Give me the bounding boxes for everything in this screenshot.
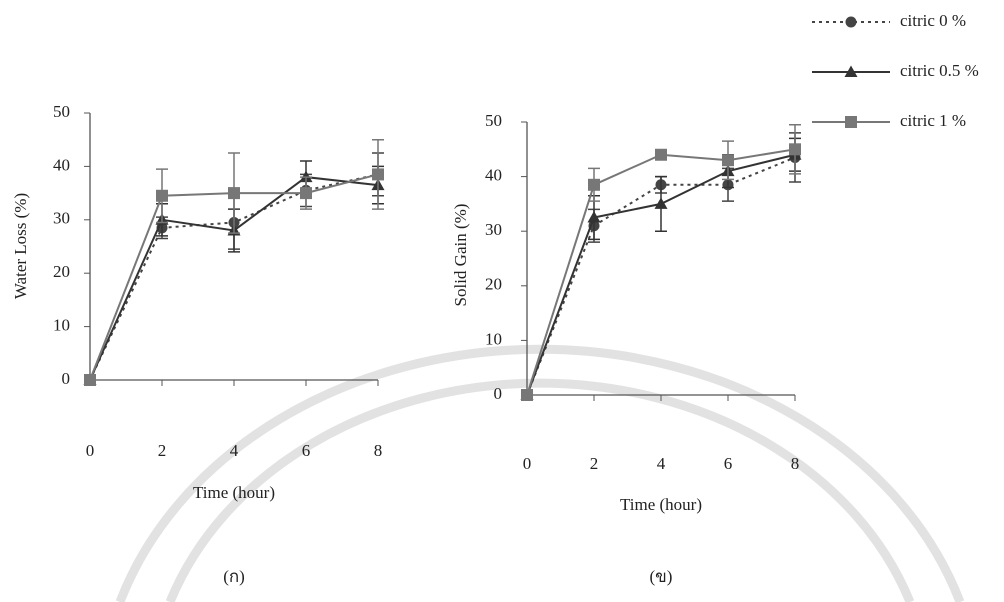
legend-label: citric 1 % [900, 111, 966, 130]
x-axis-label: Time (hour) [193, 483, 275, 502]
x-tick-label: 2 [158, 441, 167, 460]
legend-marker [845, 116, 857, 128]
legend-label: citric 0 % [900, 11, 966, 30]
y-tick-label: 10 [485, 329, 502, 348]
x-tick-label: 6 [302, 441, 311, 460]
y-tick-label: 10 [53, 316, 70, 335]
figure: 0102030405002468Water Loss (%)Time (hour… [0, 0, 1004, 602]
y-tick-label: 20 [53, 262, 70, 281]
legend-marker [846, 17, 857, 28]
y-tick-label: 40 [53, 155, 70, 174]
y-tick-label: 20 [485, 275, 502, 294]
watermark [120, 349, 960, 602]
y-tick-label: 0 [62, 369, 71, 388]
series [84, 140, 384, 386]
y-tick-label: 40 [485, 166, 502, 185]
data-point [722, 154, 734, 166]
y-tick-label: 30 [485, 220, 502, 239]
data-point [372, 168, 384, 180]
x-tick-label: 4 [230, 441, 239, 460]
caption: (ก) [223, 567, 245, 586]
y-axis-label: Water Loss (%) [11, 193, 30, 299]
caption: (ข) [650, 567, 673, 586]
x-tick-label: 2 [590, 454, 599, 473]
data-point [521, 389, 533, 401]
x-tick-label: 0 [86, 441, 95, 460]
x-tick-label: 4 [657, 454, 666, 473]
data-point [789, 143, 801, 155]
y-axis-label: Solid Gain (%) [451, 204, 470, 307]
x-tick-label: 8 [791, 454, 800, 473]
y-tick-label: 30 [53, 209, 70, 228]
x-tick-label: 8 [374, 441, 383, 460]
data-point [300, 187, 312, 199]
x-tick-label: 6 [724, 454, 733, 473]
x-axis-label: Time (hour) [620, 495, 702, 514]
data-point [588, 179, 600, 191]
data-point [84, 374, 96, 386]
y-tick-label: 50 [485, 111, 502, 130]
data-point [655, 197, 668, 209]
data-point [156, 190, 168, 202]
x-tick-label: 0 [523, 454, 532, 473]
data-point [228, 187, 240, 199]
legend-label: citric 0.5 % [900, 61, 979, 80]
y-tick-label: 50 [53, 102, 70, 121]
data-point [655, 149, 667, 161]
y-tick-label: 0 [494, 384, 503, 403]
